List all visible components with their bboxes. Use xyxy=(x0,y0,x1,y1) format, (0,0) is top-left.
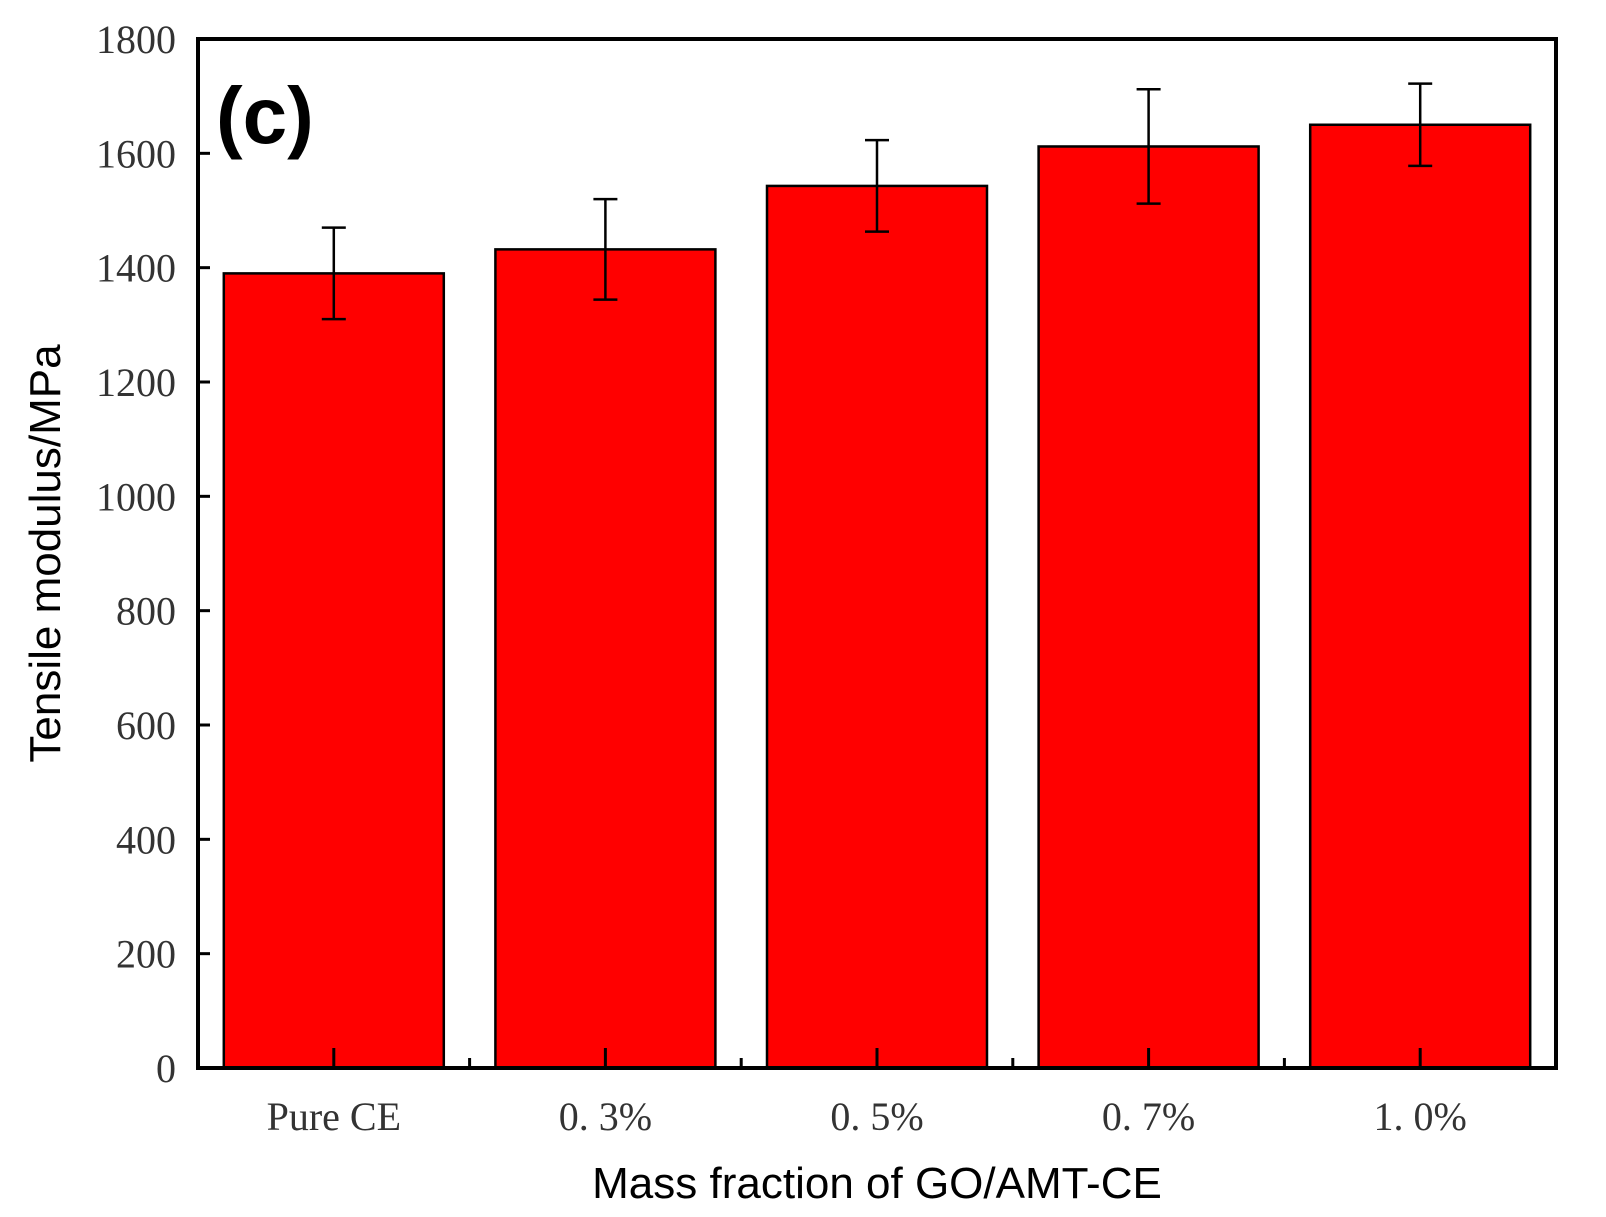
y-tick-label: 200 xyxy=(116,932,176,977)
y-tick-label: 1400 xyxy=(96,246,176,291)
x-axis-title: Mass fraction of GO/AMT-CE xyxy=(592,1159,1162,1208)
x-tick-label: 0. 7% xyxy=(1102,1094,1195,1139)
y-tick-label: 1200 xyxy=(96,360,176,405)
error-bars-group xyxy=(321,82,1433,1068)
y-axis-title: Tensile modulus/MPa xyxy=(21,344,70,763)
bar xyxy=(494,248,717,1070)
y-tick-label: 600 xyxy=(116,703,176,748)
x-tick-label: 1. 0% xyxy=(1374,1094,1467,1139)
x-tick-label: 0. 5% xyxy=(830,1094,923,1139)
bars-group xyxy=(222,123,1532,1070)
y-tick-label: 1000 xyxy=(96,474,176,519)
y-tick-label: 800 xyxy=(116,589,176,634)
x-tick-label: Pure CE xyxy=(267,1094,401,1139)
x-tick-labels: Pure CE 0. 3% 0. 5% 0. 7% 1. 0% xyxy=(267,1094,1467,1139)
bar xyxy=(765,184,989,1070)
bar xyxy=(222,272,446,1070)
bar xyxy=(1037,145,1260,1070)
x-tick-label: 0. 3% xyxy=(559,1094,652,1139)
y-tick-label: 1800 xyxy=(96,17,176,62)
panel-label: (c) xyxy=(216,71,314,160)
y-tick-label: 1600 xyxy=(96,131,176,176)
y-tick-label: 400 xyxy=(116,817,176,862)
plot-frame xyxy=(196,37,1558,1070)
y-tick-labels: 0 200 400 600 800 1000 1200 1400 1600 1800 xyxy=(96,17,176,1091)
y-tick-label: 0 xyxy=(156,1046,176,1091)
bar xyxy=(1308,123,1532,1070)
